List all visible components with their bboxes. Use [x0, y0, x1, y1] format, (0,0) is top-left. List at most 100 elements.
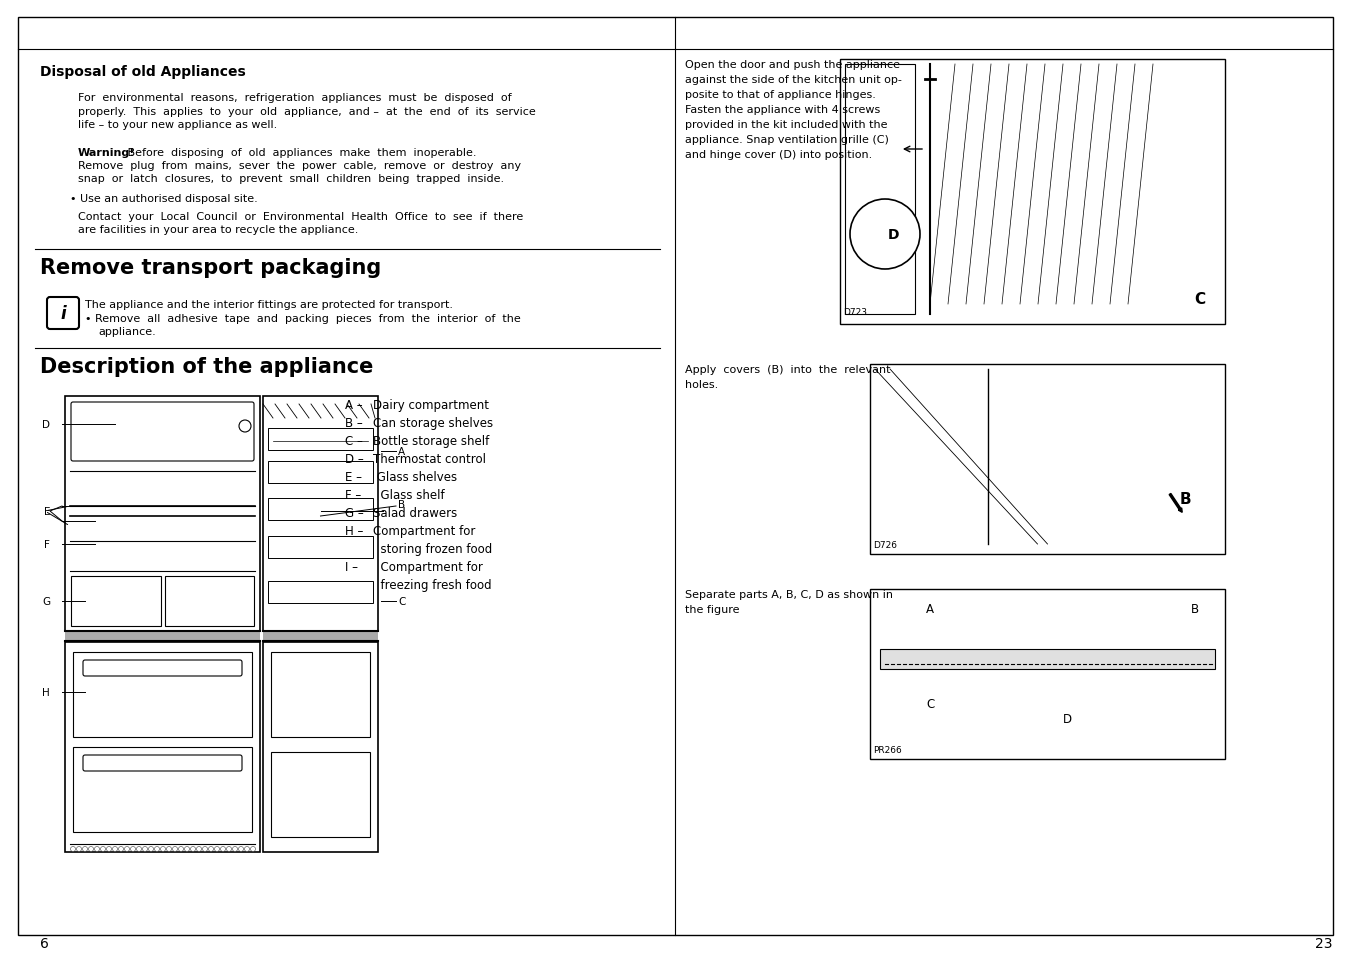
Circle shape	[220, 846, 226, 852]
Bar	[65, 633, 259, 640]
Circle shape	[100, 846, 105, 852]
Text: D723: D723	[843, 308, 867, 316]
Text: G –: G –	[345, 506, 363, 519]
Bar	[840, 60, 1225, 325]
Text: C: C	[399, 597, 405, 606]
Bar	[272, 652, 370, 738]
Bar	[267, 537, 373, 558]
Circle shape	[850, 200, 920, 270]
Text: For  environmental  reasons,  refrigeration  appliances  must  be  disposed  of
: For environmental reasons, refrigeration…	[78, 92, 536, 130]
Bar	[65, 642, 259, 852]
Bar	[267, 498, 373, 520]
Bar	[263, 396, 378, 631]
FancyBboxPatch shape	[82, 660, 242, 677]
Bar	[267, 581, 373, 603]
Text: A –: A –	[345, 398, 362, 412]
Text: • Use an authorised disposal site.: • Use an authorised disposal site.	[70, 193, 258, 204]
Text: snap  or  latch  closures,  to  prevent  small  children  being  trapped  inside: snap or latch closures, to prevent small…	[78, 173, 504, 184]
Circle shape	[239, 846, 243, 852]
Circle shape	[112, 846, 118, 852]
Text: A: A	[399, 447, 405, 456]
Text: are facilities in your area to recycle the appliance.: are facilities in your area to recycle t…	[78, 225, 358, 234]
Circle shape	[215, 846, 219, 852]
Text: Description of the appliance: Description of the appliance	[41, 356, 373, 376]
Circle shape	[196, 846, 201, 852]
Bar	[267, 429, 373, 451]
Text: Disposal of old Appliances: Disposal of old Appliances	[41, 65, 246, 79]
Text: B: B	[1192, 603, 1200, 616]
Text: holes.: holes.	[685, 379, 719, 390]
Circle shape	[149, 846, 154, 852]
Text: 23: 23	[1316, 936, 1333, 950]
FancyBboxPatch shape	[82, 755, 242, 771]
Text: freezing fresh food: freezing fresh food	[373, 578, 492, 592]
Circle shape	[190, 846, 196, 852]
Circle shape	[70, 846, 76, 852]
Text: posite to that of appliance hinges.: posite to that of appliance hinges.	[685, 90, 875, 100]
Text: Separate parts A, B, C, D as shown in: Separate parts A, B, C, D as shown in	[685, 589, 893, 599]
Circle shape	[250, 846, 255, 852]
FancyBboxPatch shape	[72, 402, 254, 461]
Text: Contact  your  Local  Council  or  Environmental  Health  Office  to  see  if  t: Contact your Local Council or Environmen…	[78, 212, 523, 222]
Circle shape	[173, 846, 177, 852]
Text: against the side of the kitchen unit op-: against the side of the kitchen unit op-	[685, 75, 902, 85]
Text: Warning!: Warning!	[78, 148, 135, 158]
Text: Fasten the appliance with 4 screws: Fasten the appliance with 4 screws	[685, 105, 881, 115]
Text: Dairy compartment: Dairy compartment	[373, 398, 489, 412]
Circle shape	[227, 846, 231, 852]
Circle shape	[232, 846, 238, 852]
Circle shape	[136, 846, 142, 852]
Text: E –: E –	[345, 471, 362, 483]
Bar	[870, 589, 1225, 760]
Circle shape	[77, 846, 81, 852]
Text: i: i	[61, 305, 66, 323]
Text: Salad drawers: Salad drawers	[373, 506, 457, 519]
Text: Glass shelf: Glass shelf	[373, 489, 444, 501]
Text: Compartment for: Compartment for	[373, 560, 482, 574]
Bar	[65, 396, 259, 631]
Text: storing frozen food: storing frozen food	[373, 542, 492, 556]
Circle shape	[89, 846, 93, 852]
Text: provided in the kit included with the: provided in the kit included with the	[685, 120, 888, 130]
Bar	[263, 642, 378, 852]
Circle shape	[95, 846, 100, 852]
Text: The appliance and the interior fittings are protected for transport.: The appliance and the interior fittings …	[85, 299, 453, 310]
Text: Glass shelves: Glass shelves	[373, 471, 457, 483]
Text: C: C	[925, 698, 934, 711]
Text: C: C	[1194, 293, 1205, 307]
Text: appliance. Snap ventilation grille (C): appliance. Snap ventilation grille (C)	[685, 135, 889, 145]
Text: C –: C –	[345, 435, 363, 448]
Text: H –: H –	[345, 524, 363, 537]
Text: Compartment for: Compartment for	[373, 524, 476, 537]
Circle shape	[178, 846, 184, 852]
Circle shape	[161, 846, 166, 852]
Bar	[870, 365, 1225, 555]
FancyArrow shape	[1169, 494, 1182, 513]
Text: Remove transport packaging: Remove transport packaging	[41, 257, 381, 277]
Circle shape	[154, 846, 159, 852]
Bar	[263, 633, 378, 640]
Circle shape	[208, 846, 213, 852]
Text: G: G	[42, 597, 50, 606]
Text: Open the door and push the appliance: Open the door and push the appliance	[685, 60, 900, 70]
Circle shape	[107, 846, 112, 852]
Text: B: B	[1179, 492, 1190, 507]
Text: B: B	[399, 499, 405, 510]
Circle shape	[185, 846, 189, 852]
Text: Can storage shelves: Can storage shelves	[373, 416, 493, 430]
Text: • Remove  all  adhesive  tape  and  packing  pieces  from  the  interior  of  th: • Remove all adhesive tape and packing p…	[85, 314, 520, 324]
Text: D: D	[1062, 713, 1071, 726]
Circle shape	[119, 846, 123, 852]
Bar	[272, 752, 370, 837]
Circle shape	[239, 420, 251, 433]
Bar	[73, 747, 253, 832]
Bar	[844, 65, 915, 314]
Text: D726: D726	[873, 540, 897, 550]
Text: 6: 6	[41, 936, 49, 950]
Circle shape	[142, 846, 147, 852]
Circle shape	[203, 846, 208, 852]
Text: D: D	[42, 419, 50, 430]
Bar	[72, 577, 161, 626]
Text: B –: B –	[345, 416, 363, 430]
Circle shape	[131, 846, 135, 852]
